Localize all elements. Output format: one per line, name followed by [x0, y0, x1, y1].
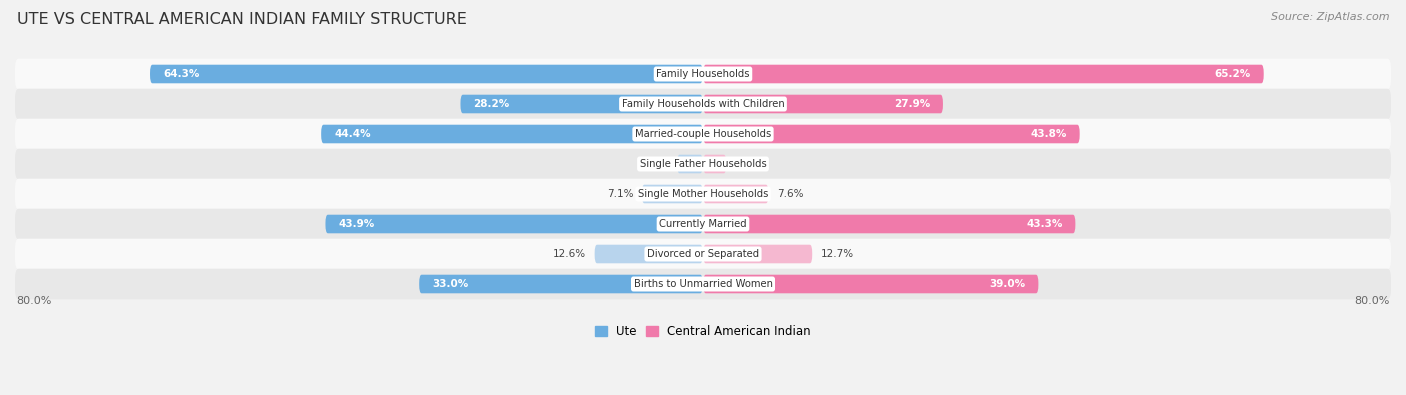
FancyBboxPatch shape	[15, 239, 1391, 269]
Text: 43.3%: 43.3%	[1026, 219, 1063, 229]
FancyBboxPatch shape	[15, 119, 1391, 149]
FancyBboxPatch shape	[703, 95, 943, 113]
Text: Single Mother Households: Single Mother Households	[638, 189, 768, 199]
Text: 12.6%: 12.6%	[553, 249, 586, 259]
Text: 65.2%: 65.2%	[1215, 69, 1251, 79]
Text: 64.3%: 64.3%	[163, 69, 200, 79]
Text: Single Father Households: Single Father Households	[640, 159, 766, 169]
Text: 80.0%: 80.0%	[17, 296, 52, 307]
Text: Family Households with Children: Family Households with Children	[621, 99, 785, 109]
FancyBboxPatch shape	[678, 155, 703, 173]
Text: Currently Married: Currently Married	[659, 219, 747, 229]
Text: 2.7%: 2.7%	[735, 159, 761, 169]
Text: 3.0%: 3.0%	[643, 159, 669, 169]
FancyBboxPatch shape	[703, 185, 768, 203]
Text: 7.6%: 7.6%	[778, 189, 803, 199]
Text: 12.7%: 12.7%	[821, 249, 853, 259]
FancyBboxPatch shape	[703, 275, 1039, 293]
FancyBboxPatch shape	[15, 179, 1391, 209]
Legend: Ute, Central American Indian: Ute, Central American Indian	[591, 320, 815, 342]
FancyBboxPatch shape	[15, 89, 1391, 119]
Text: UTE VS CENTRAL AMERICAN INDIAN FAMILY STRUCTURE: UTE VS CENTRAL AMERICAN INDIAN FAMILY ST…	[17, 12, 467, 27]
FancyBboxPatch shape	[15, 149, 1391, 179]
FancyBboxPatch shape	[150, 65, 703, 83]
FancyBboxPatch shape	[703, 65, 1264, 83]
FancyBboxPatch shape	[595, 245, 703, 263]
Text: Source: ZipAtlas.com: Source: ZipAtlas.com	[1271, 12, 1389, 22]
Text: Divorced or Separated: Divorced or Separated	[647, 249, 759, 259]
Text: 33.0%: 33.0%	[432, 279, 468, 289]
FancyBboxPatch shape	[703, 125, 1080, 143]
Text: 39.0%: 39.0%	[990, 279, 1025, 289]
FancyBboxPatch shape	[461, 95, 703, 113]
Text: 80.0%: 80.0%	[1354, 296, 1389, 307]
FancyBboxPatch shape	[419, 275, 703, 293]
FancyBboxPatch shape	[15, 59, 1391, 89]
Text: 43.9%: 43.9%	[339, 219, 374, 229]
Text: Family Households: Family Households	[657, 69, 749, 79]
Text: Married-couple Households: Married-couple Households	[636, 129, 770, 139]
Text: Births to Unmarried Women: Births to Unmarried Women	[634, 279, 772, 289]
FancyBboxPatch shape	[643, 185, 703, 203]
Text: 27.9%: 27.9%	[894, 99, 929, 109]
Text: 7.1%: 7.1%	[607, 189, 633, 199]
Text: 28.2%: 28.2%	[474, 99, 509, 109]
FancyBboxPatch shape	[15, 269, 1391, 299]
FancyBboxPatch shape	[703, 215, 1076, 233]
FancyBboxPatch shape	[321, 125, 703, 143]
FancyBboxPatch shape	[703, 245, 813, 263]
FancyBboxPatch shape	[703, 155, 727, 173]
Text: 44.4%: 44.4%	[335, 129, 371, 139]
FancyBboxPatch shape	[15, 209, 1391, 239]
Text: 43.8%: 43.8%	[1031, 129, 1067, 139]
FancyBboxPatch shape	[325, 215, 703, 233]
